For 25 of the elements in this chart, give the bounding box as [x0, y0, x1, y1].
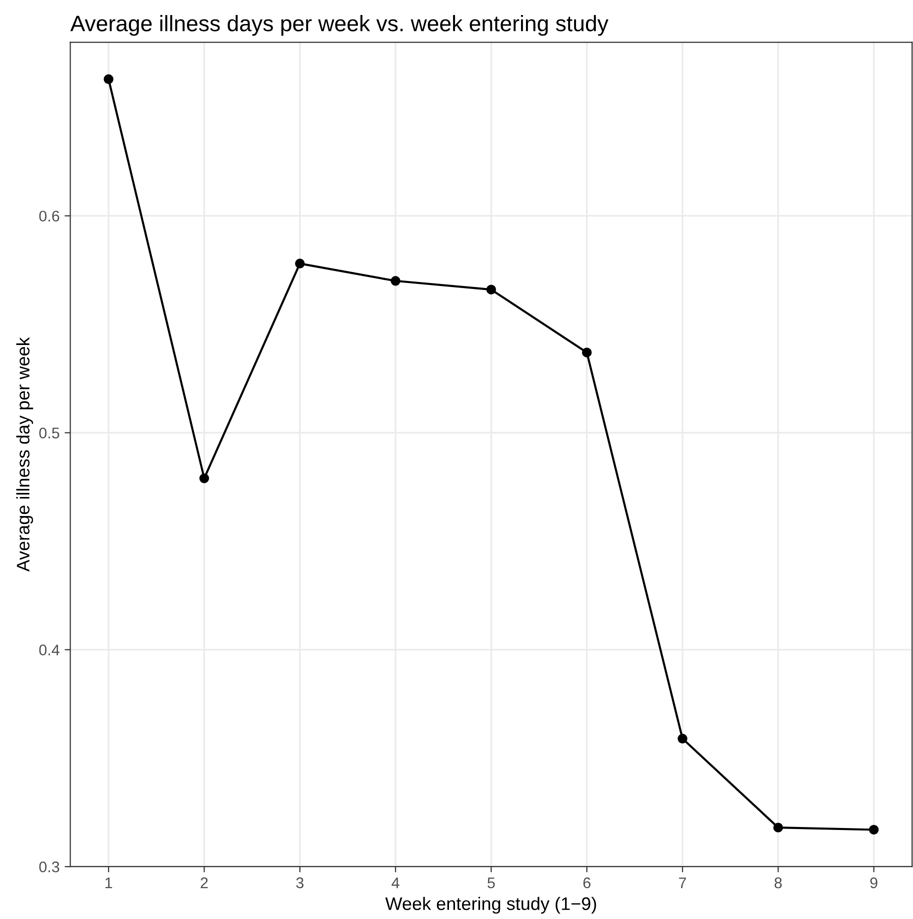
y-tick-label: 0.4: [39, 644, 60, 656]
point: [678, 734, 688, 744]
x-tick-label: 4: [392, 878, 400, 888]
point: [582, 348, 592, 358]
x-tick-label: 6: [583, 877, 590, 888]
point: [773, 822, 784, 832]
x-axis-title: Week entering study (1−9): [385, 896, 596, 914]
y-tick-label: 0.3: [39, 861, 60, 872]
x-tick-label: 1: [105, 878, 112, 888]
point: [390, 276, 400, 286]
chart-title: Average illness days per week vs. week entering study: [70, 15, 608, 36]
x-tick-label: 3: [296, 877, 304, 888]
x-tick-label: 9: [870, 877, 878, 888]
point: [295, 258, 305, 268]
y-axis-title: Average illness day per week: [16, 337, 34, 572]
x-tick-label: 7: [679, 878, 686, 888]
x-tick-label: 2: [200, 877, 208, 888]
y-tick-label: 0.6: [39, 210, 60, 222]
point: [486, 284, 496, 294]
point: [104, 74, 114, 84]
point: [868, 824, 879, 835]
point: [199, 473, 210, 484]
x-tick-label: 8: [774, 877, 782, 888]
x-tick-label: 5: [488, 878, 495, 888]
y-tick-label: 0.5: [39, 428, 60, 438]
